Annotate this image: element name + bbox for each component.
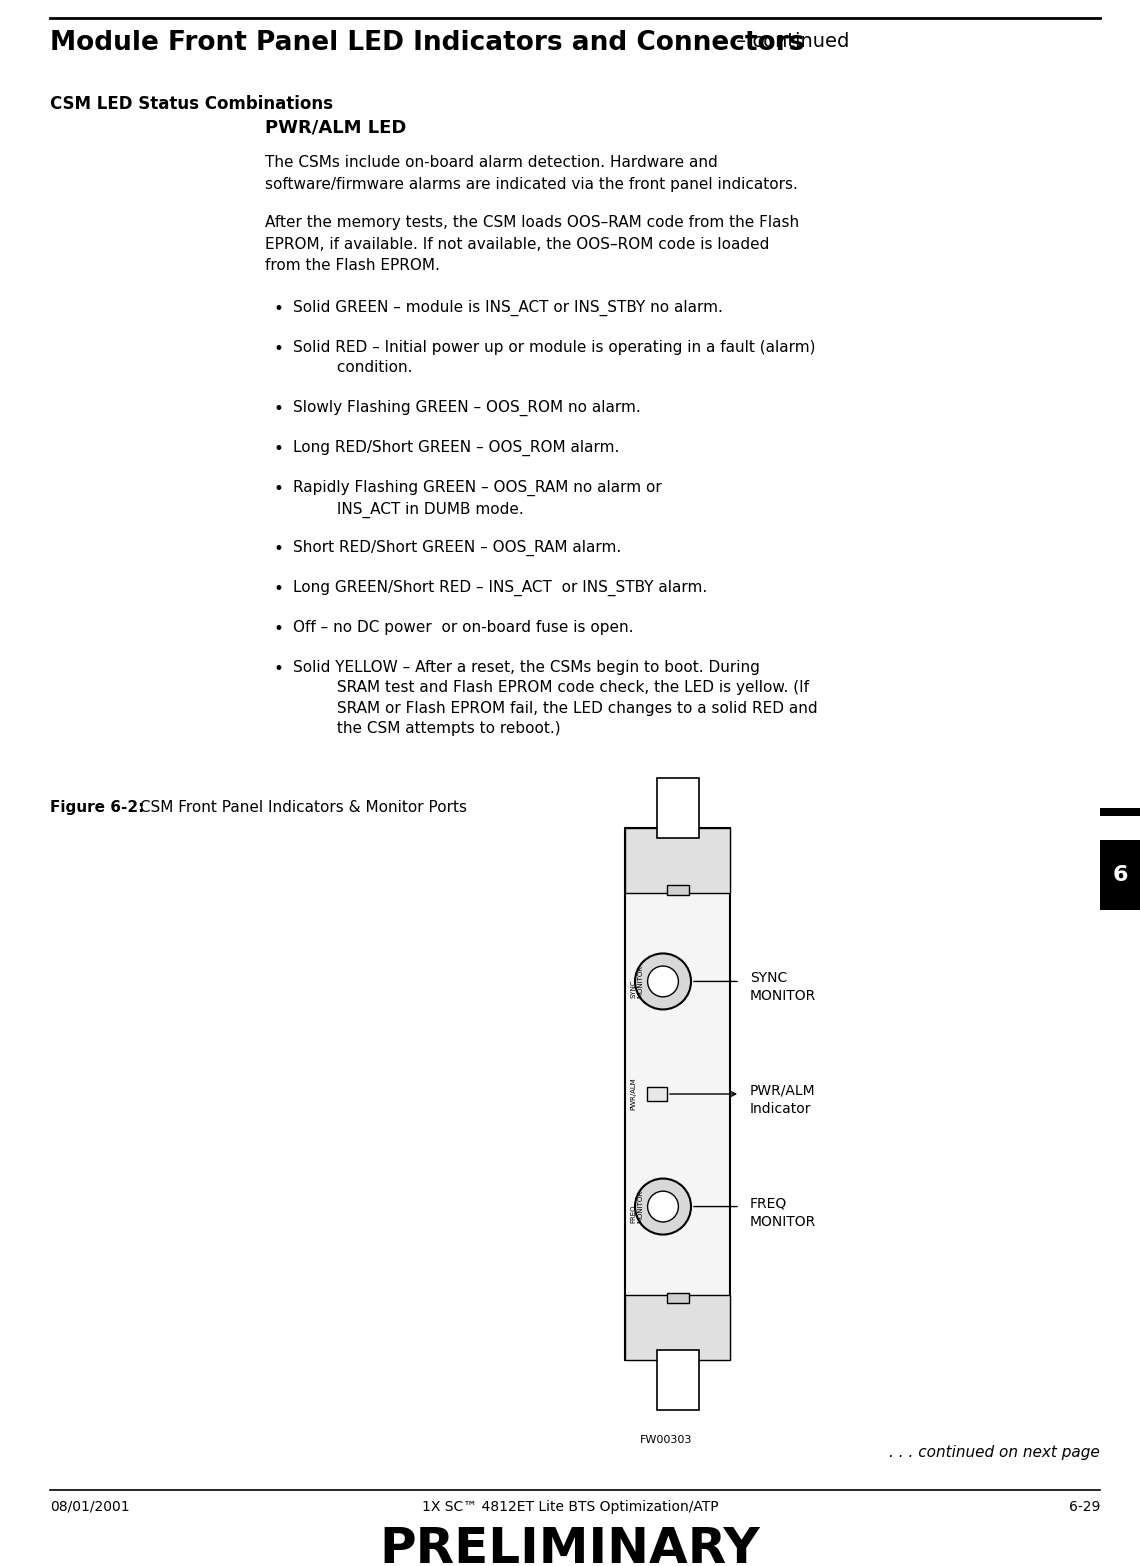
Bar xyxy=(625,1295,730,1359)
Text: SYNC
MONITOR: SYNC MONITOR xyxy=(630,965,643,998)
Text: •: • xyxy=(272,340,283,359)
Text: PWR/ALM: PWR/ALM xyxy=(750,1084,815,1098)
Bar xyxy=(1100,808,1140,816)
Text: FREQ: FREQ xyxy=(750,1196,788,1211)
Bar xyxy=(648,1087,667,1101)
Text: 1X SC™ 4812ET Lite BTS Optimization/ATP: 1X SC™ 4812ET Lite BTS Optimization/ATP xyxy=(422,1500,718,1514)
Text: Solid GREEN – module is INS_ACT or INS_STBY no alarm.: Solid GREEN – module is INS_ACT or INS_S… xyxy=(293,301,723,316)
Text: Solid RED – Initial power up or module is operating in a fault (alarm)
         : Solid RED – Initial power up or module i… xyxy=(293,340,815,376)
Text: Slowly Flashing GREEN – OOS_ROM no alarm.: Slowly Flashing GREEN – OOS_ROM no alarm… xyxy=(293,399,641,417)
Text: •: • xyxy=(272,301,283,318)
Text: PRELIMINARY: PRELIMINARY xyxy=(380,1525,760,1566)
Text: CSM LED Status Combinations: CSM LED Status Combinations xyxy=(50,96,333,113)
Text: MONITOR: MONITOR xyxy=(750,1215,816,1229)
Text: FW00303: FW00303 xyxy=(640,1434,692,1445)
Text: •: • xyxy=(272,481,283,498)
Text: Long RED/Short GREEN – OOS_ROM alarm.: Long RED/Short GREEN – OOS_ROM alarm. xyxy=(293,440,619,456)
Text: FREQ
MONITOR: FREQ MONITOR xyxy=(630,1190,643,1223)
Text: •: • xyxy=(272,659,283,678)
Circle shape xyxy=(648,1192,678,1221)
Text: After the memory tests, the CSM loads OOS–RAM code from the Flash
EPROM, if avai: After the memory tests, the CSM loads OO… xyxy=(264,215,799,272)
Text: •: • xyxy=(272,399,283,418)
Text: •: • xyxy=(272,540,283,557)
Text: – continued: – continued xyxy=(730,31,849,52)
Bar xyxy=(625,828,730,893)
Bar xyxy=(657,778,699,838)
Text: Off – no DC power  or on-board fuse is open.: Off – no DC power or on-board fuse is op… xyxy=(293,620,634,634)
Text: Figure 6-2:: Figure 6-2: xyxy=(50,800,145,814)
Text: Short RED/Short GREEN – OOS_RAM alarm.: Short RED/Short GREEN – OOS_RAM alarm. xyxy=(293,540,621,556)
Bar xyxy=(657,1350,699,1409)
Text: Long GREEN/Short RED – INS_ACT  or INS_STBY alarm.: Long GREEN/Short RED – INS_ACT or INS_ST… xyxy=(293,579,707,597)
Text: 6-29: 6-29 xyxy=(1068,1500,1100,1514)
Circle shape xyxy=(635,1179,691,1234)
Text: PWR/ALM LED: PWR/ALM LED xyxy=(264,117,406,136)
Text: Rapidly Flashing GREEN – OOS_RAM no alarm or
         INS_ACT in DUMB mode.: Rapidly Flashing GREEN – OOS_RAM no alar… xyxy=(293,481,661,518)
Circle shape xyxy=(648,966,678,998)
Bar xyxy=(1100,839,1140,910)
Text: PWR/ALM: PWR/ALM xyxy=(630,1077,636,1110)
Text: . . . continued on next page: . . . continued on next page xyxy=(889,1445,1100,1460)
Bar xyxy=(667,885,689,896)
Bar xyxy=(667,1294,689,1303)
Text: •: • xyxy=(272,620,283,637)
Text: The CSMs include on-board alarm detection. Hardware and
software/firmware alarms: The CSMs include on-board alarm detectio… xyxy=(264,155,798,191)
Text: SYNC: SYNC xyxy=(750,971,788,985)
Text: CSM Front Panel Indicators & Monitor Ports: CSM Front Panel Indicators & Monitor Por… xyxy=(135,800,467,814)
Text: 6: 6 xyxy=(1113,864,1127,885)
Bar xyxy=(625,828,730,1359)
Circle shape xyxy=(635,954,691,1010)
Text: 08/01/2001: 08/01/2001 xyxy=(50,1500,130,1514)
Text: Solid YELLOW – After a reset, the CSMs begin to boot. During
         SRAM test : Solid YELLOW – After a reset, the CSMs b… xyxy=(293,659,817,736)
Text: Indicator: Indicator xyxy=(750,1102,812,1117)
Text: Module Front Panel LED Indicators and Connectors: Module Front Panel LED Indicators and Co… xyxy=(50,30,805,56)
Text: •: • xyxy=(272,579,283,598)
Text: MONITOR: MONITOR xyxy=(750,990,816,1004)
Text: •: • xyxy=(272,440,283,457)
